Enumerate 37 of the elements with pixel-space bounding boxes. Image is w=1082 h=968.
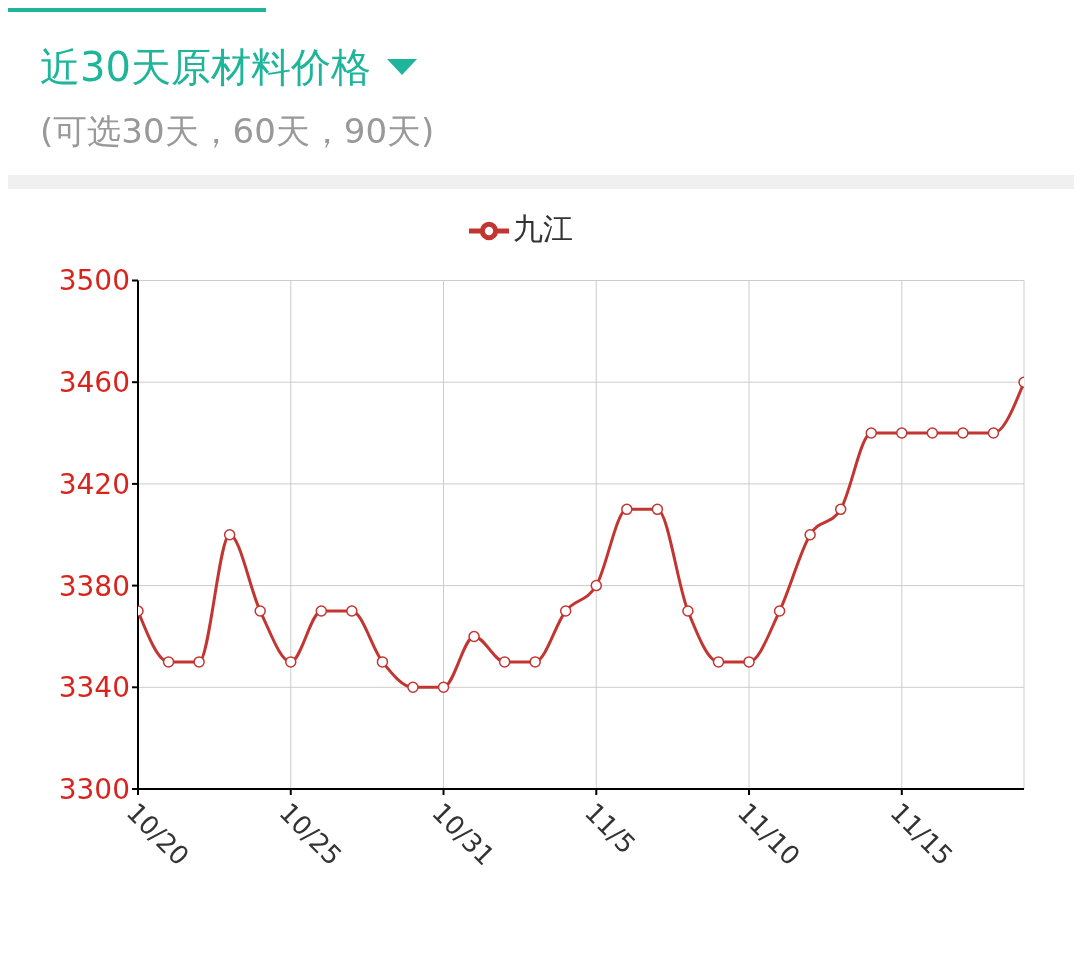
point	[223, 529, 236, 541]
point	[621, 503, 633, 516]
chart-subtitle: (可选30天，60天，90天)	[40, 110, 436, 153]
point	[834, 503, 847, 516]
y-tick-label: 3340	[58, 671, 130, 705]
point	[712, 656, 725, 668]
point	[682, 605, 694, 617]
point	[773, 605, 786, 617]
point	[346, 605, 358, 617]
point	[865, 427, 877, 439]
point	[407, 681, 419, 694]
point	[987, 427, 1000, 439]
legend-label: 九江	[513, 211, 573, 246]
chart-title: 近30天原材料价格	[40, 43, 371, 92]
point	[804, 529, 816, 541]
point	[285, 656, 297, 668]
point	[590, 579, 603, 592]
point	[193, 656, 205, 668]
point	[498, 656, 511, 668]
point	[468, 630, 480, 643]
point	[529, 656, 541, 668]
y-tick-label: 3300	[58, 772, 130, 806]
point	[926, 427, 939, 439]
point	[376, 656, 389, 668]
point	[437, 681, 450, 694]
y-tick-label: 3380	[58, 569, 130, 603]
point	[162, 656, 175, 668]
y-tick-label: 3420	[58, 467, 130, 501]
point	[559, 605, 572, 617]
y-tick-label: 3500	[58, 264, 130, 298]
point	[743, 656, 755, 668]
y-tick-label: 3460	[58, 366, 130, 400]
point	[651, 503, 664, 516]
point	[315, 605, 328, 617]
point	[254, 605, 266, 617]
point	[896, 427, 908, 439]
point	[957, 427, 969, 439]
